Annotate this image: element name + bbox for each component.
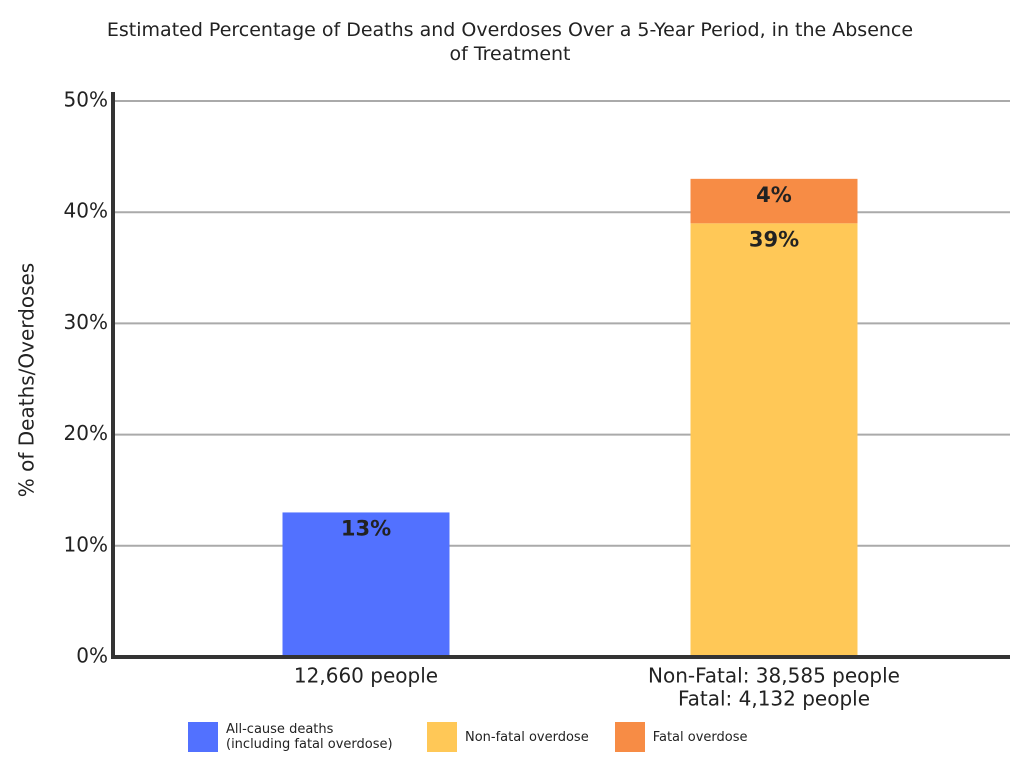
legend-label: All-cause deaths (including fatal overdo… <box>226 722 393 752</box>
y-tick-label: 10% <box>64 532 108 556</box>
legend-swatch <box>427 722 457 752</box>
legend-label: Fatal overdose <box>652 729 748 745</box>
legend-entry: Non-fatal overdose <box>427 722 589 752</box>
x-tick-label: Fatal: 4,132 people <box>678 687 870 711</box>
bar-segment <box>282 512 450 657</box>
value-label: 39% <box>749 227 799 251</box>
value-label: 13% <box>341 516 391 540</box>
value-label: 4% <box>756 183 792 207</box>
y-tick-label: 40% <box>64 199 108 223</box>
bar-segment <box>690 223 858 657</box>
legend-entry: Fatal overdose <box>614 722 748 752</box>
y-tick-label: 0% <box>76 644 108 668</box>
y-tick-label: 30% <box>64 310 108 334</box>
legend: All-cause deaths (including fatal overdo… <box>188 722 748 752</box>
legend-label: Non-fatal overdose <box>465 729 589 745</box>
legend-swatch <box>188 722 218 752</box>
y-tick-label: 50% <box>64 88 108 112</box>
chart-title: Estimated Percentage of Deaths and Overd… <box>106 19 914 65</box>
y-tick-label: 20% <box>64 421 108 445</box>
x-tick-label: Non-Fatal: 38,585 people <box>648 664 900 688</box>
legend-entry: All-cause deaths (including fatal overdo… <box>188 722 401 752</box>
bar-segment <box>690 178 858 224</box>
x-tick-label: 12,660 people <box>294 664 438 688</box>
legend-swatch <box>614 722 645 752</box>
y-axis-label: % of Deaths/Overdoses <box>15 263 39 497</box>
